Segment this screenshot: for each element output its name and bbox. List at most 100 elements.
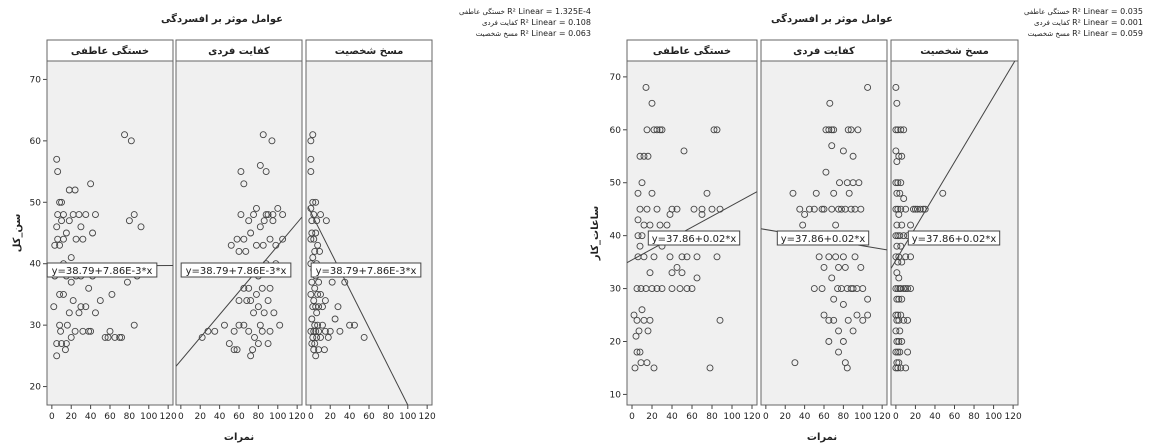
data-point <box>331 315 339 323</box>
data-point <box>825 338 833 345</box>
data-point <box>830 189 838 197</box>
y-tick-label: 40 <box>30 260 42 270</box>
data-point <box>892 126 900 134</box>
data-point <box>69 297 77 305</box>
data-point <box>631 364 639 372</box>
legend-entry: مسخ شخصیت R² Linear = 0.063 <box>476 29 591 38</box>
equation-box <box>776 230 870 246</box>
data-point <box>648 189 656 197</box>
data-point <box>127 137 135 145</box>
data-point <box>693 253 701 261</box>
data-point <box>635 327 643 335</box>
legend-series-name: کفایت فردی <box>482 19 520 27</box>
data-point <box>276 321 284 329</box>
data-point <box>683 285 691 293</box>
data-point <box>313 217 321 225</box>
data-point <box>317 211 324 219</box>
data-point <box>895 274 903 282</box>
equation-label: y=37.86+0.02*x <box>652 234 737 245</box>
data-point <box>247 297 255 305</box>
plot-area <box>46 60 174 406</box>
data-point <box>316 247 324 255</box>
data-point <box>851 253 859 261</box>
data-point <box>50 303 58 311</box>
y-tick-label: 50 <box>30 198 42 208</box>
data-point <box>633 316 641 324</box>
data-point <box>230 346 238 354</box>
data-point <box>857 263 865 271</box>
data-point <box>640 152 648 160</box>
data-point <box>237 211 245 219</box>
data-point <box>815 253 823 261</box>
y-tick-label: 60 <box>610 126 622 136</box>
data-point <box>311 247 319 255</box>
equation-label: y=38.79+7.86E-3*x <box>316 266 417 277</box>
data-point <box>262 211 270 219</box>
equation-box <box>907 230 1001 246</box>
data-point <box>653 126 661 134</box>
data-point <box>71 327 79 335</box>
data-point <box>897 205 905 213</box>
x-tick-label: 20 <box>780 412 792 422</box>
data-point <box>791 359 799 367</box>
data-point <box>904 285 912 293</box>
y-tick-label: 20 <box>30 383 42 393</box>
data-point <box>653 285 661 293</box>
data-point <box>916 205 924 213</box>
data-point <box>82 211 90 219</box>
data-point <box>830 126 838 134</box>
chart-work-hours: عوامل موثر بر افسردگی خستگی عاطفی R² Line… <box>590 7 1143 443</box>
data-point <box>904 348 912 356</box>
data-point <box>892 311 900 319</box>
data-point <box>56 198 64 206</box>
data-point <box>832 253 840 261</box>
x-tick-label: 40 <box>799 412 811 422</box>
equation-box <box>46 262 158 278</box>
data-point <box>311 340 319 348</box>
data-point <box>319 321 326 329</box>
data-point <box>673 205 681 213</box>
data-point <box>919 205 927 213</box>
data-point <box>60 211 67 219</box>
data-point <box>818 205 826 213</box>
y-tick-label: 30 <box>30 321 42 331</box>
data-point <box>638 306 646 314</box>
data-point <box>87 180 95 188</box>
data-point <box>832 221 840 229</box>
data-point <box>240 284 248 292</box>
data-point <box>56 290 64 298</box>
data-point <box>895 152 903 160</box>
data-point <box>825 253 833 261</box>
data-point <box>310 297 318 305</box>
x-tick-label: 0 <box>308 412 314 422</box>
data-point <box>835 348 842 356</box>
data-point <box>104 333 112 341</box>
data-point <box>902 364 910 372</box>
y-axis-label: ساعات_کار <box>590 206 601 262</box>
data-point <box>313 309 321 317</box>
data-point <box>264 297 272 305</box>
data-point <box>799 221 807 229</box>
data-point <box>125 217 133 225</box>
data-point <box>636 205 644 213</box>
data-point <box>254 303 262 311</box>
data-point <box>121 131 128 139</box>
data-point <box>130 321 138 329</box>
data-point <box>116 333 124 341</box>
data-point <box>259 241 267 249</box>
data-point <box>678 253 686 261</box>
data-point <box>638 232 646 240</box>
x-tick-label: 0 <box>893 412 899 422</box>
x-tick-label: 40 <box>85 412 97 422</box>
data-point <box>896 327 904 335</box>
data-point <box>656 221 664 229</box>
facet-panel: خستگی عاطفی y=38.79+7.86E-3*x 0 20 40 60 80 100… <box>46 39 177 422</box>
data-point <box>902 205 910 213</box>
y-axis-label: سن_کل <box>12 214 23 253</box>
data-point <box>75 211 83 219</box>
data-point <box>907 285 914 293</box>
x-tick-label: 80 <box>838 412 850 422</box>
data-point <box>312 229 320 237</box>
data-point <box>898 221 906 229</box>
data-point <box>806 205 813 213</box>
